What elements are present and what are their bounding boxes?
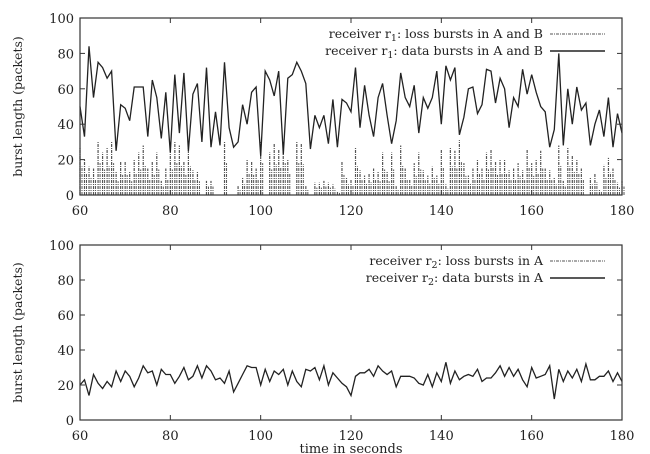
x-tick-label: 140 bbox=[429, 429, 454, 444]
y-tick-label: 0 bbox=[66, 189, 74, 204]
x-tick-label: 80 bbox=[162, 204, 179, 219]
y-tick-label: 60 bbox=[57, 309, 74, 324]
x-tick-label: 140 bbox=[429, 204, 454, 219]
x-tick-label: 120 bbox=[339, 204, 364, 219]
data-burst-line bbox=[79, 361, 623, 400]
x-tick-label: 60 bbox=[72, 429, 89, 444]
y-tick-label: 20 bbox=[57, 379, 74, 394]
x-tick-label: 100 bbox=[248, 429, 273, 444]
y-tick-label: 80 bbox=[57, 47, 74, 62]
x-tick-label: 80 bbox=[162, 429, 179, 444]
x-tick-label: 180 bbox=[610, 204, 635, 219]
y-tick-label: 60 bbox=[57, 83, 74, 98]
x-tick-label: 180 bbox=[610, 429, 635, 444]
legend-label: receiver r1: loss bursts in A and B bbox=[329, 26, 543, 44]
x-tick-label: 160 bbox=[519, 429, 544, 444]
y-tick-label: 40 bbox=[57, 118, 74, 133]
x-tick-label: 100 bbox=[248, 204, 273, 219]
y-tick-label: 0 bbox=[66, 414, 74, 429]
y-axis-label: burst length (packets) bbox=[10, 262, 25, 403]
chart-panel-1: 60 80 100 120 140 160 180 0 20 40 60 80 100 burst len… bbox=[10, 12, 634, 219]
data-burst-line bbox=[79, 46, 623, 157]
x-tick-label: 160 bbox=[519, 204, 544, 219]
y-tick-label: 100 bbox=[49, 12, 74, 27]
legend-label: receiver r1: data bursts in A and B bbox=[325, 43, 543, 61]
y-tick-label: 80 bbox=[57, 274, 74, 289]
x-tick-label: 60 bbox=[72, 204, 89, 219]
x-axis-label: time in seconds bbox=[299, 442, 402, 454]
y-tick-label: 20 bbox=[57, 154, 74, 169]
y-axis-label: burst length (packets) bbox=[10, 36, 25, 177]
x-tick-label: 120 bbox=[339, 429, 364, 444]
legend-label: receiver r2: loss bursts in A bbox=[369, 253, 544, 271]
chart-panel-2: 60 80 100 120 140 160 180 0 20 40 60 80 100 burst len… bbox=[10, 239, 634, 454]
y-tick-label: 40 bbox=[57, 344, 74, 359]
legend-label: receiver r2: data bursts in A bbox=[366, 270, 544, 288]
y-tick-label: 100 bbox=[49, 239, 74, 254]
